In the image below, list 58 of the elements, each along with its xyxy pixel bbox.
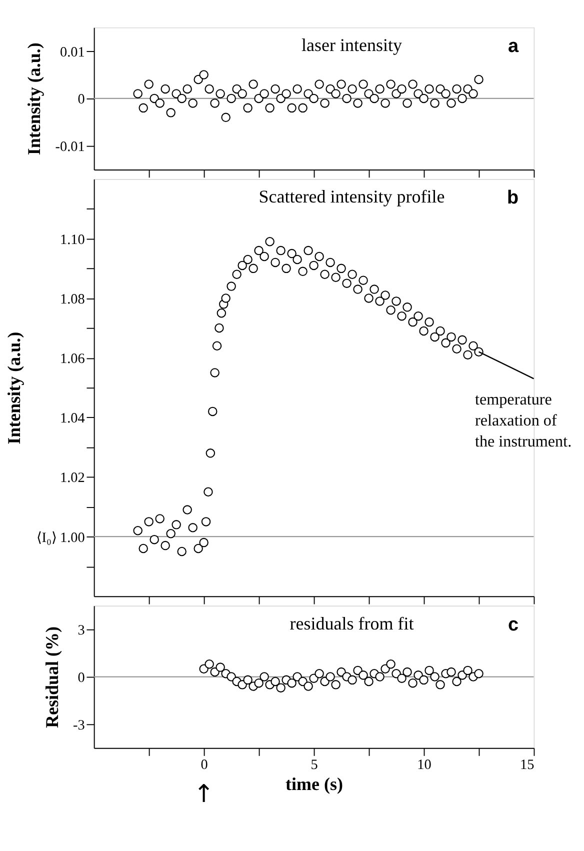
chart-title: Scattered intensity profile bbox=[258, 186, 445, 207]
point bbox=[270, 676, 280, 686]
y-axis-title: Intensity (a.u.) bbox=[24, 42, 44, 156]
x-tick-label: 10 bbox=[417, 757, 432, 774]
y-tick-label: 1.10 bbox=[60, 232, 85, 248]
y-axis-title: Residual (%) bbox=[42, 626, 62, 728]
x-tick-label: 5 bbox=[310, 757, 318, 774]
y-tick-label: 0.01 bbox=[60, 44, 85, 60]
x-tick-label: 0 bbox=[200, 757, 208, 774]
point bbox=[408, 678, 418, 688]
point bbox=[397, 674, 406, 683]
point bbox=[260, 672, 269, 682]
point bbox=[364, 676, 374, 686]
point bbox=[320, 676, 330, 686]
point bbox=[463, 666, 472, 676]
y-axis-title: Intensity (a.u.) bbox=[4, 332, 24, 444]
y-tick-label: 1.08 bbox=[60, 291, 85, 308]
y-tick-label: ⟨I₀⟩ 1.00 bbox=[36, 530, 85, 546]
point bbox=[314, 668, 324, 678]
point bbox=[254, 678, 264, 688]
point bbox=[331, 680, 340, 690]
point bbox=[276, 683, 286, 692]
point bbox=[243, 675, 252, 685]
point bbox=[436, 680, 445, 690]
chart-title: laser intensity bbox=[301, 35, 402, 56]
annotation: temperature relaxation of the instrument. bbox=[474, 392, 572, 451]
point bbox=[287, 678, 296, 688]
chart-title: residuals from fit bbox=[290, 613, 414, 634]
point bbox=[452, 676, 462, 686]
point bbox=[430, 672, 440, 682]
y-tick-label: 1.02 bbox=[60, 470, 85, 486]
y-tick-label: 0 bbox=[78, 92, 85, 108]
point bbox=[375, 672, 384, 682]
annotation: b bbox=[507, 188, 519, 209]
y-tick-label: 3 bbox=[78, 622, 85, 639]
point bbox=[358, 670, 368, 680]
text: ↑ bbox=[194, 778, 214, 808]
y-tick-label: 0 bbox=[78, 670, 85, 686]
annotation: c bbox=[508, 614, 519, 636]
point bbox=[386, 660, 396, 669]
y-tick-label: -3 bbox=[72, 717, 85, 734]
point bbox=[216, 662, 225, 672]
point bbox=[419, 675, 428, 685]
x-tick-label: 15 bbox=[520, 757, 534, 774]
point bbox=[304, 682, 313, 691]
point bbox=[474, 668, 484, 678]
point bbox=[348, 675, 357, 685]
point bbox=[326, 672, 335, 682]
y-tick-label: 1.06 bbox=[60, 351, 85, 368]
point bbox=[402, 667, 412, 677]
x-axis-title: time (s) bbox=[286, 774, 344, 794]
point bbox=[298, 676, 308, 686]
y-tick-label: 1.04 bbox=[60, 410, 85, 427]
annotation: a bbox=[508, 36, 520, 57]
point bbox=[204, 660, 214, 669]
point bbox=[446, 667, 456, 677]
y-tick-label: -0.01 bbox=[55, 139, 85, 156]
point bbox=[424, 666, 434, 676]
